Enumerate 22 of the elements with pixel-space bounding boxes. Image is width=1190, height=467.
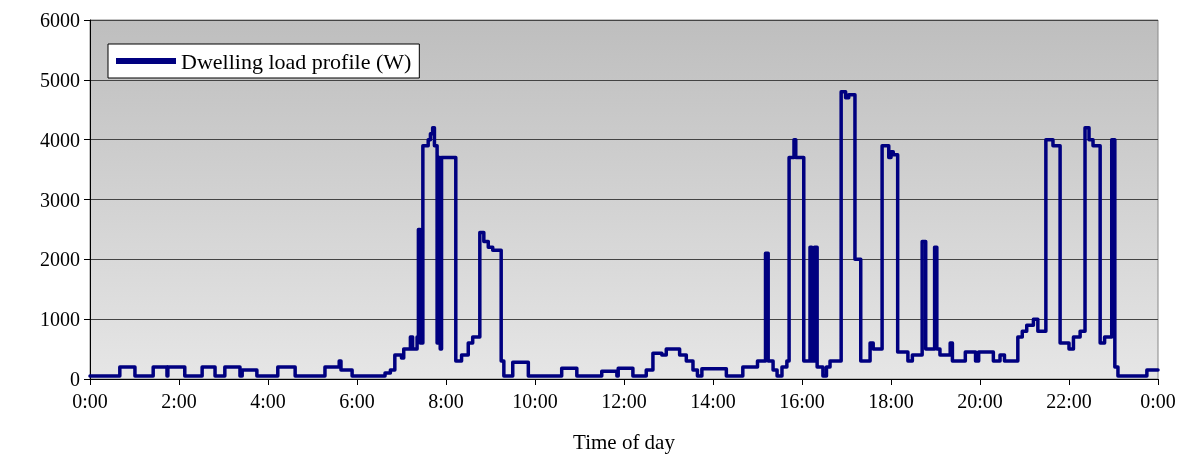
x-tick-label: 16:00: [779, 390, 825, 412]
x-tick-label: 10:00: [512, 390, 558, 412]
x-tick-label: 12:00: [601, 390, 647, 412]
x-tick-label: 22:00: [1046, 390, 1092, 412]
y-tick-label: 3000: [40, 188, 80, 211]
x-tick-label: 0:00: [1140, 390, 1176, 412]
x-tick-label: 2:00: [161, 390, 197, 412]
x-tick-label: 6:00: [339, 390, 375, 412]
y-tick-label: 6000: [40, 9, 80, 31]
y-tick-label: 2000: [40, 248, 80, 271]
y-tick-label: 1000: [40, 308, 80, 331]
y-tick-label: 0: [70, 368, 80, 390]
legend-label: Dwelling load profile (W): [181, 48, 412, 74]
x-tick-label: 4:00: [250, 390, 286, 412]
x-tick-label: 14:00: [690, 390, 736, 412]
y-tick-label: 4000: [40, 128, 80, 151]
x-tick-label: 20:00: [957, 390, 1003, 412]
x-axis-title: Time of day: [573, 429, 676, 454]
y-tick-label: 5000: [40, 68, 80, 91]
x-tick-label: 0:00: [72, 390, 108, 412]
x-tick-label: 18:00: [868, 390, 914, 412]
x-tick-label: 8:00: [428, 390, 464, 412]
